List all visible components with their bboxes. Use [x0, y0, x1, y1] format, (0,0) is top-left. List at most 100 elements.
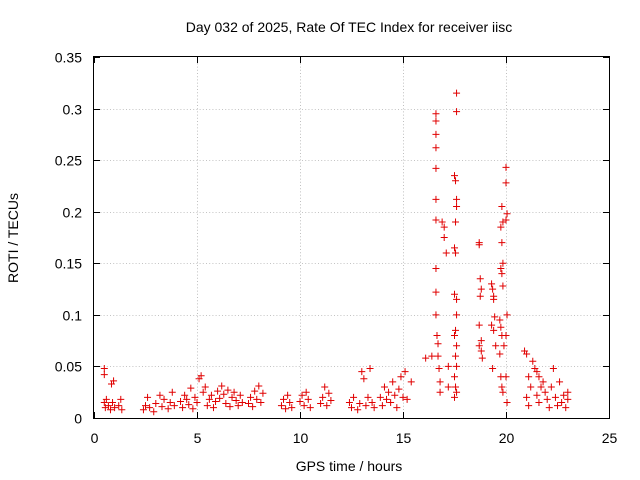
data-point	[436, 388, 444, 396]
data-point	[224, 386, 232, 394]
data-point	[477, 347, 485, 355]
y-tick-label: 0.25	[55, 153, 82, 169]
data-point	[549, 364, 557, 372]
data-point	[525, 402, 533, 410]
data-point	[144, 393, 152, 401]
y-tick-label: 0	[74, 411, 82, 427]
data-point	[428, 352, 436, 360]
data-point	[251, 387, 259, 395]
data-point	[556, 378, 564, 386]
data-point	[564, 395, 572, 403]
data-point	[440, 223, 448, 231]
data-point	[220, 390, 228, 398]
data-point	[399, 393, 407, 401]
data-point	[102, 395, 110, 403]
y-tick-label: 0.05	[55, 359, 82, 375]
x-tick-label: 10	[293, 430, 309, 446]
data-point	[185, 401, 193, 409]
data-point	[503, 311, 511, 319]
data-point	[407, 378, 415, 386]
data-point	[496, 350, 504, 358]
data-point	[317, 400, 325, 408]
data-point	[453, 342, 461, 350]
data-point	[490, 326, 498, 334]
data-point	[503, 399, 511, 407]
data-point	[432, 288, 440, 296]
data-point	[432, 117, 440, 125]
y-tick-label: 0.3	[63, 102, 83, 118]
data-point	[282, 405, 290, 413]
data-point	[438, 218, 446, 226]
data-point	[502, 216, 510, 224]
data-point	[100, 364, 108, 372]
data-point	[453, 89, 461, 97]
data-point	[179, 404, 187, 412]
data-point	[502, 373, 510, 381]
data-point	[497, 223, 505, 231]
data-point	[432, 110, 440, 118]
data-point	[209, 404, 217, 412]
data-point	[160, 395, 168, 403]
data-point	[100, 371, 108, 379]
data-point	[321, 383, 329, 391]
data-point	[345, 399, 353, 407]
data-point	[432, 216, 440, 224]
data-point	[523, 393, 531, 401]
data-point	[453, 295, 461, 303]
data-point	[433, 331, 441, 339]
data-point	[452, 352, 460, 360]
data-point	[376, 393, 384, 401]
data-point	[432, 144, 440, 152]
data-point	[197, 372, 205, 380]
data-point	[502, 163, 510, 171]
data-point	[475, 321, 483, 329]
data-point	[436, 378, 444, 386]
data-point	[207, 391, 215, 399]
data-point	[284, 391, 292, 399]
data-point	[489, 285, 497, 293]
data-point	[529, 357, 537, 365]
data-point	[203, 402, 211, 410]
data-point	[249, 403, 257, 411]
data-point	[564, 388, 572, 396]
data-point	[323, 402, 331, 410]
data-point	[453, 362, 461, 370]
data-point	[488, 321, 496, 329]
data-point	[226, 403, 234, 411]
data-point	[496, 316, 504, 324]
data-point	[525, 373, 533, 381]
data-point	[111, 404, 119, 412]
data-point	[401, 368, 409, 376]
data-point	[298, 391, 306, 399]
data-point	[368, 399, 376, 407]
data-point	[497, 323, 505, 331]
data-point	[306, 404, 314, 412]
data-point	[535, 373, 543, 381]
data-point	[115, 402, 123, 410]
data-point	[477, 337, 485, 345]
data-point	[104, 402, 112, 410]
data-point	[562, 404, 570, 412]
data-point	[498, 270, 506, 278]
y-tick-label: 0.1	[63, 308, 83, 324]
data-point	[452, 249, 460, 257]
data-point	[170, 402, 178, 410]
data-point	[545, 404, 553, 412]
data-point	[300, 402, 308, 410]
data-point	[222, 400, 230, 408]
data-point	[527, 383, 535, 391]
data-point	[395, 385, 403, 393]
data-point	[453, 195, 461, 203]
data-point	[432, 195, 440, 203]
data-point	[380, 383, 388, 391]
data-point	[277, 402, 285, 410]
x-tick-label: 0	[91, 430, 99, 446]
data-point	[118, 406, 126, 414]
data-point	[393, 404, 401, 412]
data-point	[110, 377, 118, 385]
data-point	[403, 395, 411, 403]
data-point	[491, 313, 499, 321]
data-point	[535, 399, 543, 407]
data-point	[255, 382, 263, 390]
data-point	[166, 399, 174, 407]
